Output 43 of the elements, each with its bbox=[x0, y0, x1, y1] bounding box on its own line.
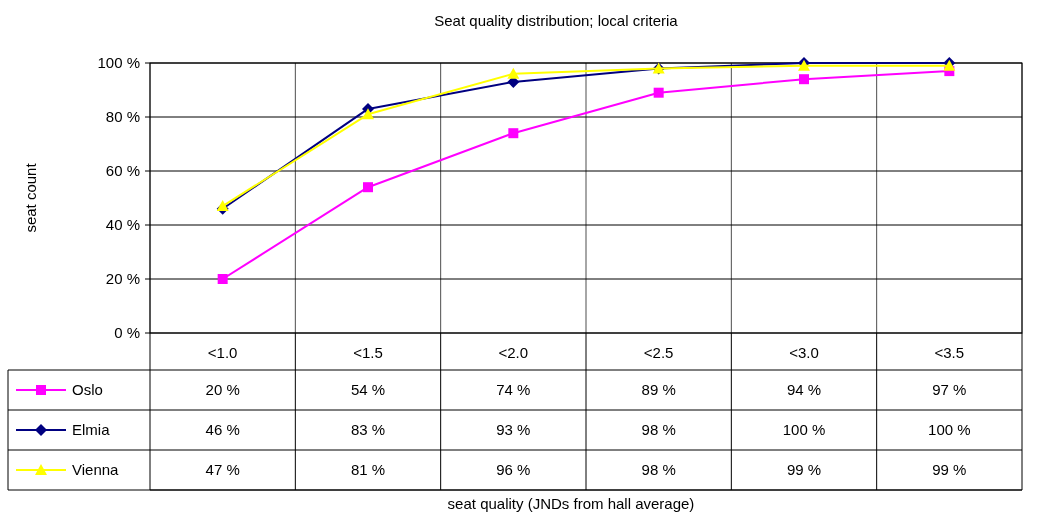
data-label: 54 % bbox=[350, 381, 386, 398]
y-tick-label: 20 % bbox=[105, 270, 140, 287]
y-tick-label: 80 % bbox=[105, 108, 140, 125]
data-label: 94 % bbox=[786, 381, 822, 398]
legend-label: Vienna bbox=[72, 461, 120, 478]
x-tick-label: <2.5 bbox=[643, 344, 674, 361]
x-tick-label: <1.5 bbox=[353, 344, 383, 361]
point bbox=[362, 108, 374, 120]
data-label: 46 % bbox=[205, 421, 240, 438]
data-label: 89 % bbox=[641, 381, 676, 398]
data-label: 97 % bbox=[932, 381, 967, 398]
data-label: 93 % bbox=[496, 421, 531, 438]
x-tick-label: <2.0 bbox=[498, 344, 529, 361]
y-tick-label: 100 % bbox=[97, 54, 140, 71]
chart-title: Seat quality distribution; local criteria bbox=[434, 12, 679, 29]
y-tick-label: 40 % bbox=[105, 216, 140, 233]
legend-label: Oslo bbox=[72, 381, 103, 398]
point bbox=[653, 87, 664, 98]
data-label: 96 % bbox=[496, 461, 531, 478]
data-label: 47 % bbox=[205, 461, 240, 478]
y-tick-label: 0 % bbox=[114, 324, 140, 341]
point bbox=[363, 182, 373, 193]
data-label: 98 % bbox=[641, 461, 676, 478]
data-label: 20 % bbox=[205, 381, 240, 398]
x-tick-label: <1.0 bbox=[207, 344, 238, 361]
text: seat quality (JNDs from hall average) bbox=[447, 495, 695, 512]
point bbox=[799, 74, 809, 85]
x-tick-label: <3.0 bbox=[789, 344, 819, 361]
data-label: 74 % bbox=[496, 381, 531, 398]
y-tick-label: 60 % bbox=[105, 162, 140, 179]
data-label: 100 % bbox=[782, 421, 826, 438]
point bbox=[507, 67, 520, 79]
data-label: 98 % bbox=[641, 421, 676, 438]
point bbox=[217, 274, 228, 284]
point bbox=[508, 128, 519, 139]
legend-label: Elmia bbox=[72, 421, 111, 438]
x-tick-label: <3.5 bbox=[934, 344, 965, 361]
data-label: 99 % bbox=[786, 461, 822, 478]
data-label: 81 % bbox=[350, 461, 386, 478]
data-label: 100 % bbox=[928, 421, 971, 438]
data-label: 83 % bbox=[350, 421, 386, 438]
data-label: 99 % bbox=[932, 461, 967, 478]
y-axis-title: seat count bbox=[22, 162, 39, 233]
